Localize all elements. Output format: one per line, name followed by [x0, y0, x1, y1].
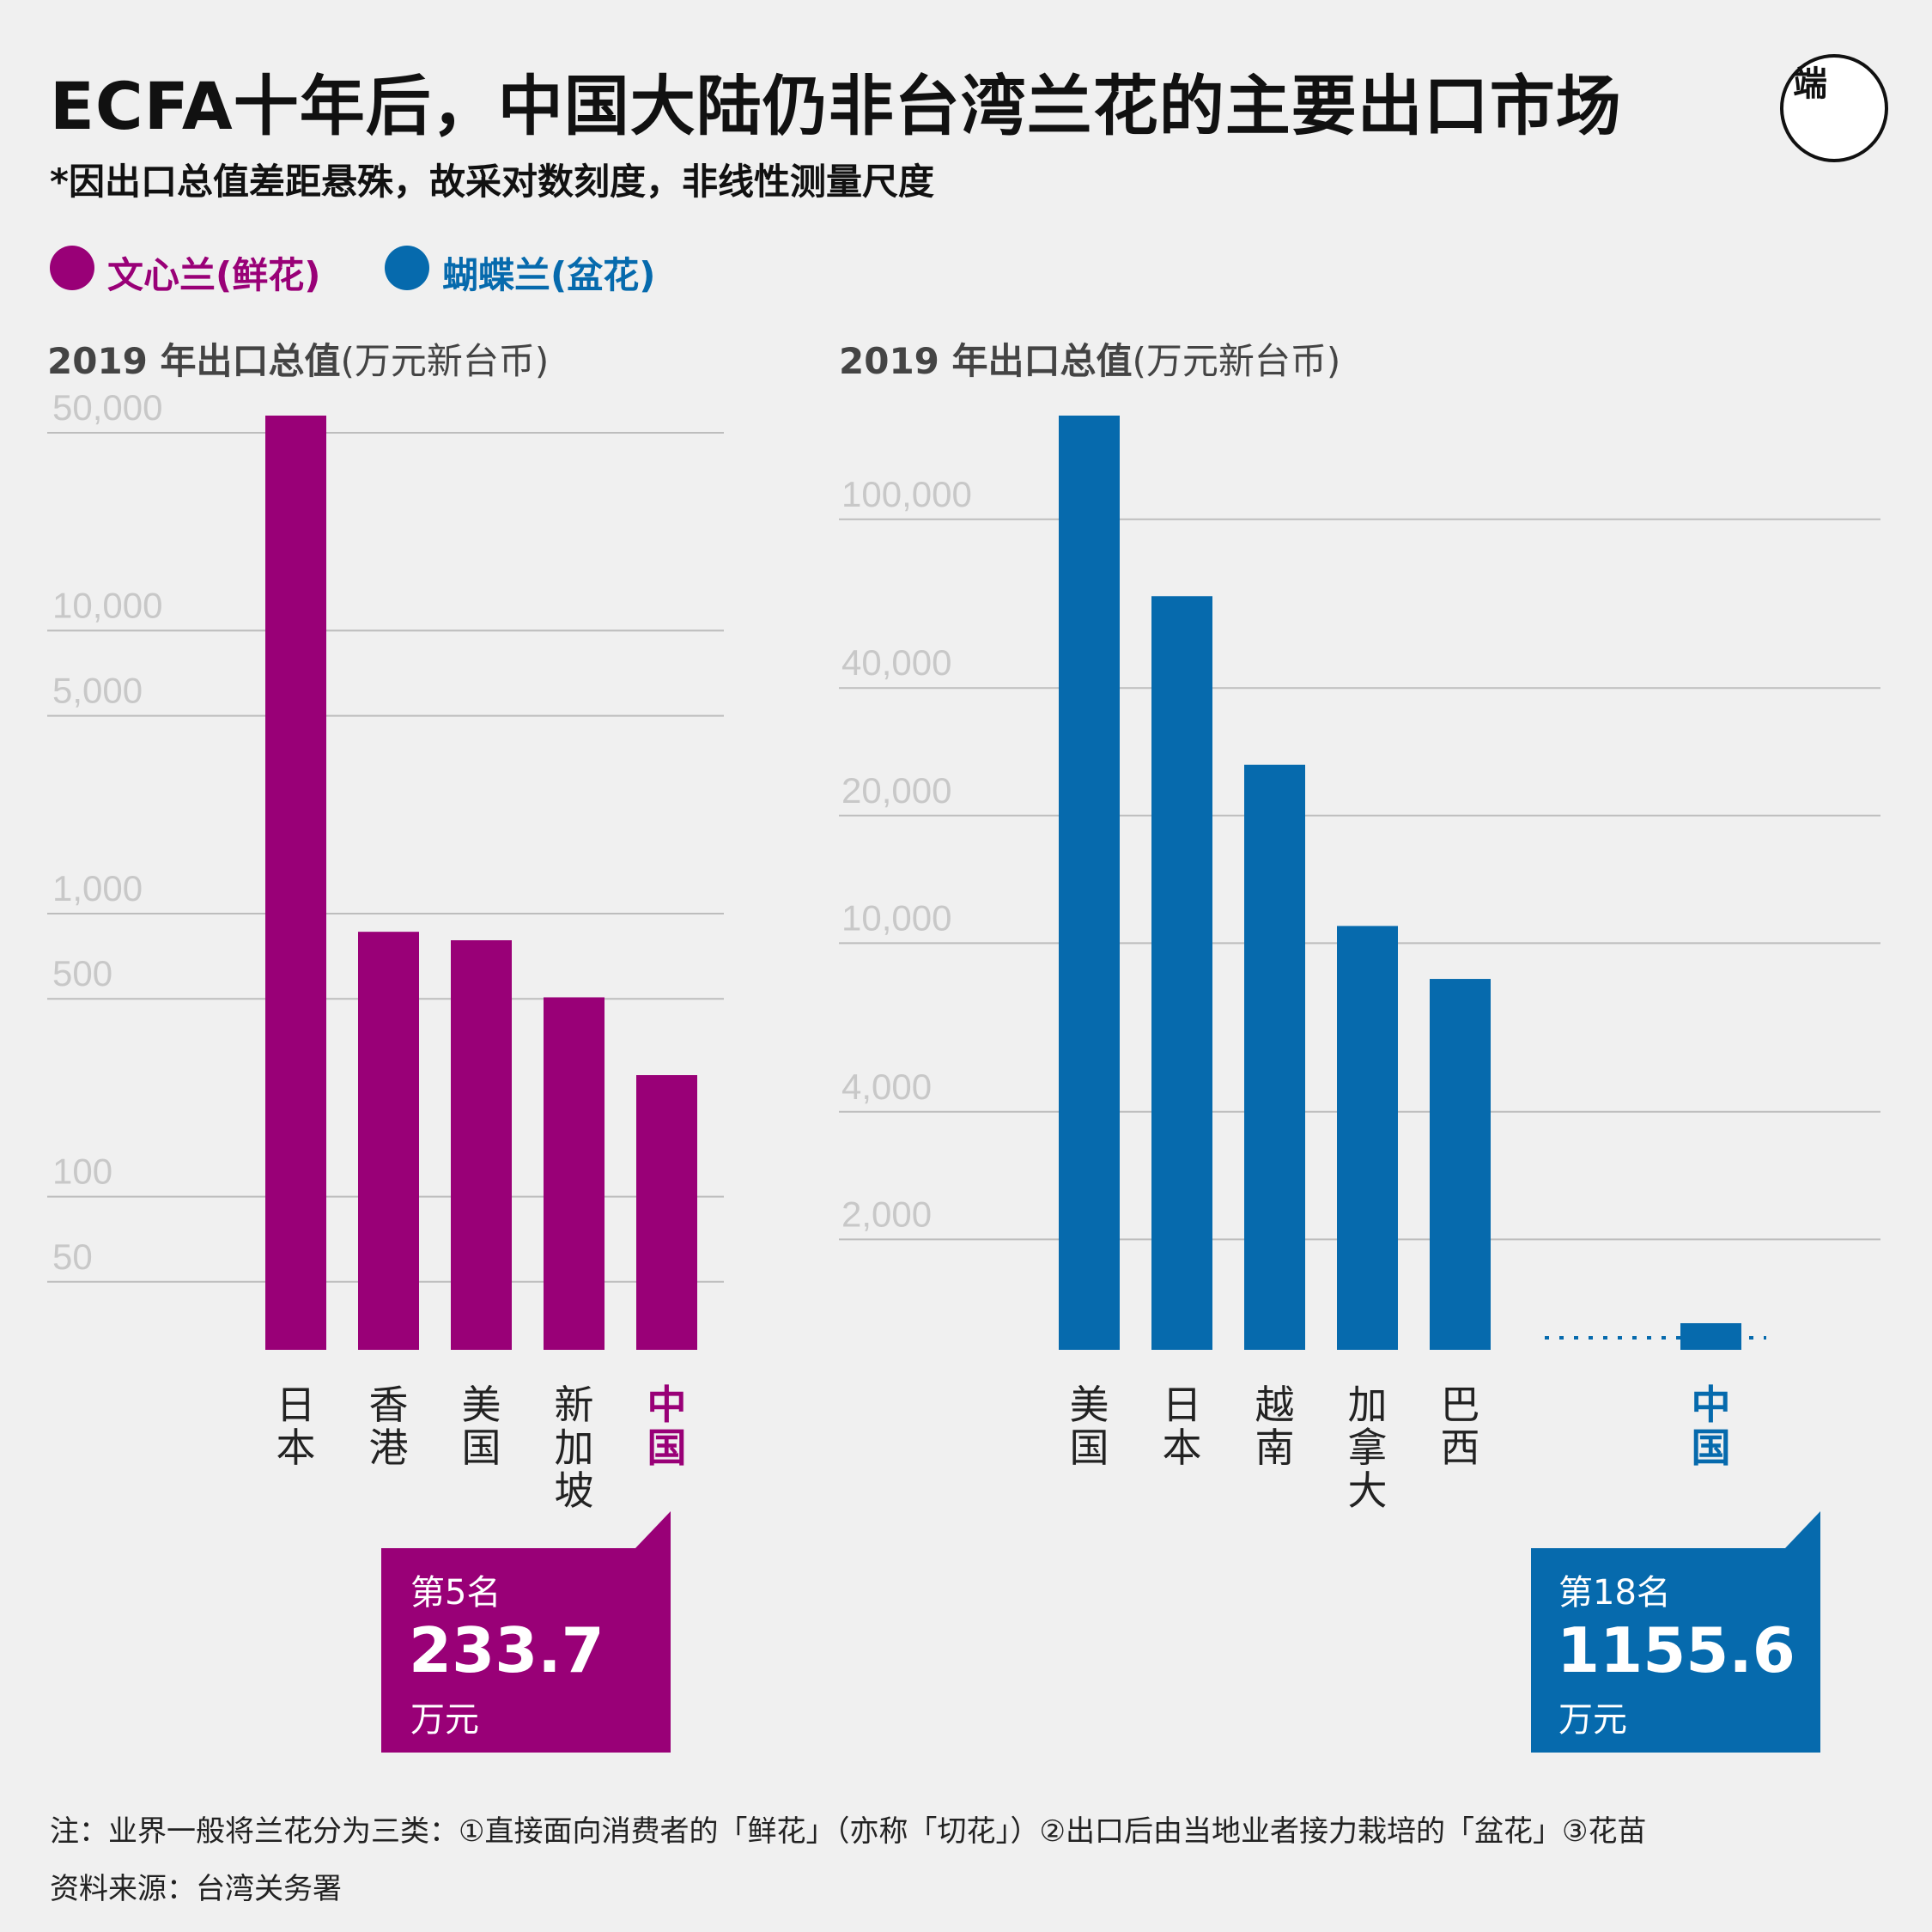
right-tick-label: 10,000: [841, 897, 951, 938]
right-tick-label: 4,000: [841, 1066, 932, 1107]
left-category-label: 港: [369, 1425, 409, 1471]
left-bar: [451, 940, 512, 1350]
legend-swatch-phalaenopsis: [385, 246, 429, 290]
right-callout-value: 1155.6: [1557, 1614, 1795, 1686]
left-tick-label: 50: [52, 1236, 93, 1277]
right-bar: [1680, 1322, 1741, 1350]
left-tick-label: 5,000: [52, 671, 143, 711]
left-callout-unit: 万元: [410, 1700, 479, 1740]
left-axis-title-bold: 2019 年出口总值: [47, 340, 341, 382]
legend-label-oncidium: 文心兰(鲜花): [107, 254, 321, 296]
left-axis-title: 2019 年出口总值(万元新台币): [47, 332, 549, 385]
left-bar: [358, 932, 419, 1350]
chart-title: ECFA十年后，中国大陆仍非台湾兰花的主要出口市场: [50, 68, 1622, 144]
right-category-label: 加: [1348, 1382, 1388, 1428]
left-category-label: 日: [276, 1382, 316, 1428]
right-axis-title-unit: (万元新台币): [1132, 340, 1341, 382]
right-bar: [1244, 764, 1305, 1350]
right-bar: [1151, 596, 1212, 1350]
left-callout-rank: 第5名: [410, 1573, 501, 1613]
left-category-label: 加: [555, 1425, 594, 1471]
right-axis-title-bold: 2019 年出口总值: [839, 340, 1133, 382]
right-callout-rank: 第18名: [1558, 1573, 1671, 1613]
right-axis-title: 2019 年出口总值(万元新台币): [839, 332, 1340, 385]
right-category-label: 大: [1348, 1467, 1388, 1514]
right-category-label: 南: [1255, 1425, 1295, 1471]
right-category-label: 国: [1070, 1425, 1109, 1471]
left-category-label: 国: [647, 1425, 687, 1471]
left-tick-label: 50,000: [52, 387, 162, 428]
right-bar: [1337, 926, 1398, 1350]
right-category-label: 美: [1070, 1382, 1109, 1428]
left-bar: [544, 997, 605, 1350]
left-tick-label: 500: [52, 953, 112, 993]
left-bar: [636, 1075, 697, 1350]
left-callout-value: 233.7: [409, 1614, 605, 1686]
right-category-label: 巴: [1441, 1382, 1480, 1428]
left-category-label: 中: [647, 1382, 687, 1428]
legend-swatch-oncidium: [50, 246, 94, 290]
right-category-label: 拿: [1348, 1425, 1388, 1471]
logo-icon: [1780, 54, 1888, 162]
right-tick-label: 20,000: [841, 770, 951, 811]
right-category-label: 日: [1163, 1382, 1202, 1428]
right-category-label: 本: [1163, 1425, 1202, 1471]
left-bar: [265, 416, 326, 1350]
right-callout-unit: 万元: [1558, 1700, 1627, 1740]
right-tick-label: 2,000: [841, 1194, 932, 1234]
left-category-label: 美: [462, 1382, 501, 1428]
right-tick-label: 100,000: [841, 474, 972, 514]
left-tick-label: 10,000: [52, 585, 162, 625]
left-tick-label: 100: [52, 1151, 112, 1192]
right-tick-label: 40,000: [841, 642, 951, 683]
legend-label-phalaenopsis: 蝴蝶兰(盆花): [442, 254, 656, 296]
right-category-label: 国: [1692, 1425, 1731, 1471]
chart-subtitle: *因出口总值差距悬殊，故采对数刻度，非线性测量尺度: [50, 161, 934, 203]
left-category-label: 香: [369, 1382, 409, 1428]
right-category-label: 中: [1692, 1382, 1731, 1428]
left-category-label: 坡: [555, 1467, 594, 1514]
left-axis-title-unit: (万元新台币): [340, 340, 550, 382]
right-callout-box: [1531, 1511, 1820, 1753]
right-bar: [1430, 979, 1491, 1350]
right-bar: [1059, 416, 1120, 1350]
left-callout-box: [381, 1511, 671, 1753]
left-category-label: 新: [555, 1382, 594, 1428]
left-tick-label: 1,000: [52, 868, 143, 908]
footnote: 注：业界一般将兰花分为三类：①直接面向消费者的「鲜花」（亦称「切花」）②出口后由…: [50, 1814, 1647, 1849]
left-category-label: 国: [462, 1425, 501, 1471]
right-category-label: 西: [1441, 1425, 1480, 1471]
data-source: 资料来源：台湾关务署: [50, 1872, 342, 1906]
right-category-label: 越: [1255, 1382, 1295, 1428]
left-category-label: 本: [276, 1425, 316, 1471]
logo-glyph: 端: [1793, 64, 1827, 104]
